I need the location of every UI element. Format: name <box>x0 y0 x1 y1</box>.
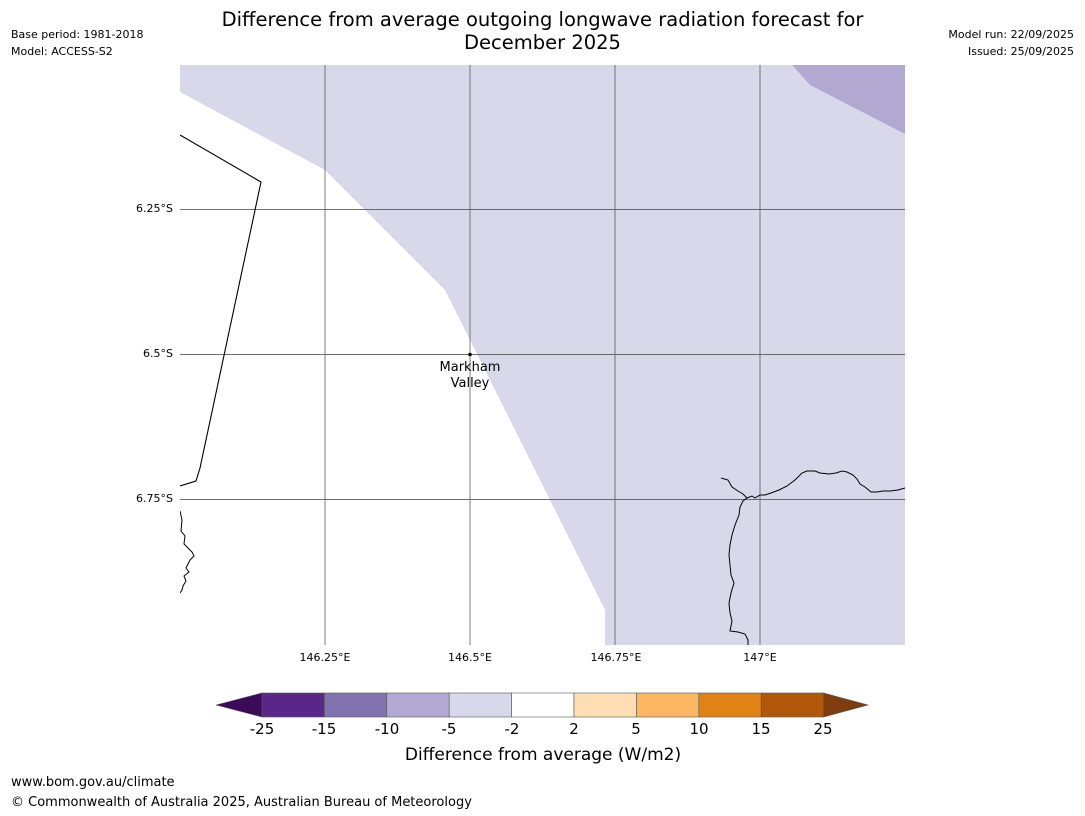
footer-url[interactable]: www.bom.gov.au/climate <box>11 775 175 790</box>
anomaly-region-minus5-to-minus10 <box>792 65 905 134</box>
border-line <box>180 134 262 487</box>
lat-label-6-25: 6.25°S <box>136 202 173 215</box>
colorbar-extend-max <box>823 692 870 718</box>
coastline-east <box>720 470 905 499</box>
model-run: Model run: 22/09/2025 <box>948 28 1074 41</box>
colorbar-label-minus25: -25 <box>249 720 275 738</box>
place-marker <box>468 352 472 357</box>
colorbar-label-minus2: -2 <box>504 720 520 738</box>
colorbar-label-minus5: -5 <box>441 720 457 738</box>
issued-date: Issued: 25/09/2025 <box>967 45 1074 58</box>
colorbar-swatch-2 <box>324 692 388 718</box>
colorbar-label-15: 15 <box>751 720 771 738</box>
colorbar-swatch-7 <box>636 692 700 718</box>
colorbar-label-minus15: -15 <box>311 720 337 738</box>
colorbar-label-5: 5 <box>631 720 641 738</box>
model-name: Model: ACCESS-S2 <box>11 45 113 58</box>
lon-label-146-25: 146.25°E <box>299 651 351 664</box>
title-line-1: Difference from average outgoing longwav… <box>221 8 864 31</box>
colorbar-label-2: 2 <box>569 720 579 738</box>
lon-label-147: 147°E <box>743 651 777 664</box>
lon-label-146-75: 146.75°E <box>590 651 642 664</box>
meta-right: Model run: 22/09/2025 Issued: 25/09/2025 <box>948 26 1074 60</box>
place-label-line-2: Valley <box>450 376 490 391</box>
colorbar-swatch-1 <box>261 692 325 718</box>
colorbar-title: Difference from average (W/m2) <box>404 745 682 765</box>
colorbar-swatch-3 <box>386 692 450 718</box>
colorbar-label-minus10: -10 <box>374 720 400 738</box>
place-label-line-1: Markham <box>439 360 501 375</box>
colorbar-swatch-5 <box>511 692 575 718</box>
gridlines <box>180 65 905 645</box>
lon-label-146-5: 146.5°E <box>448 651 492 664</box>
title-line-2: December 2025 <box>464 31 621 54</box>
base-period: Base period: 1981-2018 <box>11 28 144 41</box>
lat-label-6-5: 6.5°S <box>143 347 173 360</box>
map-title: Difference from average outgoing longwav… <box>180 8 905 54</box>
colorbar-swatch-9 <box>760 692 824 718</box>
meta-left: Base period: 1981-2018 Model: ACCESS-S2 <box>11 26 143 60</box>
place-label-markham-valley: Markham Valley <box>420 360 520 392</box>
colorbar-label-25: 25 <box>813 720 833 738</box>
colorbar-extend-min <box>216 692 263 718</box>
colorbar <box>216 692 870 718</box>
colorbar-label-10: 10 <box>689 720 709 738</box>
colorbar-swatches <box>216 692 870 718</box>
colorbar-swatch-6 <box>573 692 637 718</box>
anomaly-region-minus2-to-minus5 <box>180 65 905 645</box>
colorbar-swatch-8 <box>698 692 762 718</box>
colorbar-swatch-4 <box>448 692 512 718</box>
map-panel <box>180 65 905 645</box>
footer-copyright: © Commonwealth of Australia 2025, Austra… <box>11 795 472 810</box>
lat-label-6-75: 6.75°S <box>136 492 173 505</box>
river-line <box>728 497 749 645</box>
coastline-west <box>180 510 195 594</box>
